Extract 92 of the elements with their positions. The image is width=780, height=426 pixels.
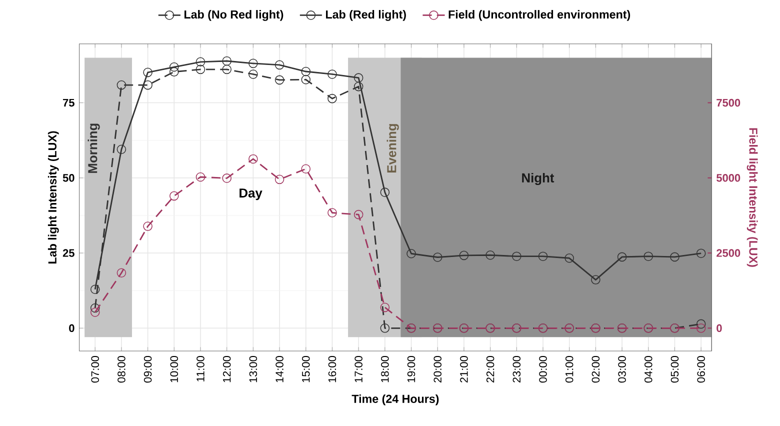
point [274, 60, 284, 70]
x-tick-label: 03:00 [618, 356, 626, 383]
point [169, 191, 179, 201]
point [432, 252, 442, 262]
x-tick-label: 01:00 [565, 356, 574, 383]
annotation: Day [240, 188, 262, 200]
point [406, 249, 416, 258]
point [116, 268, 126, 278]
x-tick-label: 14:00 [276, 356, 284, 382]
point [328, 94, 337, 104]
point [222, 64, 232, 74]
legend-label: Lab (Red light) [326, 10, 406, 21]
y-tick-label: 0 [69, 324, 74, 332]
x-tick-label: 19:00 [407, 356, 416, 382]
point [90, 308, 100, 317]
y2-tick-label: 5000 [716, 174, 740, 182]
point [670, 252, 680, 262]
point [696, 319, 706, 329]
y-tick-label: 50 [62, 174, 74, 182]
x-tick-label: 08:00 [118, 356, 126, 383]
point [116, 80, 126, 90]
x-tick-label: 18:00 [381, 356, 389, 382]
x-tick-label: 12:00 [222, 356, 231, 382]
band-label: Morning [88, 124, 100, 173]
point [354, 82, 364, 92]
x-tick-label: 13:00 [249, 356, 258, 382]
point [301, 75, 311, 84]
x-tick-label: 23:00 [512, 356, 521, 383]
point [328, 70, 337, 79]
band-label: Night [522, 173, 554, 186]
point [644, 252, 654, 262]
point [354, 73, 364, 83]
point [696, 324, 706, 333]
point [222, 56, 232, 66]
x-axis-title: Time (24 Hours) [352, 394, 439, 406]
y2-axis-title: Field light Intensity (LUX) [746, 128, 758, 267]
x-tick-label: 17:00 [354, 356, 362, 382]
point [143, 80, 152, 90]
y2-tick-label: 7500 [716, 98, 740, 107]
legend-label: Lab (No Red light) [184, 10, 284, 21]
x-tick-label: 22:00 [486, 356, 494, 383]
x-tick-label: 04:00 [644, 356, 652, 383]
point [222, 174, 232, 183]
point [248, 70, 258, 79]
point [380, 188, 390, 198]
legend-label: Field (Uncontrolled environment) [448, 10, 630, 21]
point [486, 250, 495, 260]
point [328, 208, 337, 218]
point [380, 302, 390, 312]
point [196, 57, 206, 67]
x-tick-label: 15:00 [302, 356, 310, 382]
point [90, 284, 100, 294]
point [591, 275, 600, 285]
point [617, 252, 627, 262]
x-tick-label: 09:00 [144, 356, 152, 383]
point [301, 66, 311, 76]
point [116, 144, 126, 154]
point [274, 75, 284, 85]
y-tick-label: 75 [63, 99, 74, 107]
point [143, 222, 152, 232]
x-tick-label: 06:00 [697, 356, 705, 383]
point [538, 252, 548, 262]
point [196, 64, 206, 74]
point [248, 58, 258, 68]
point [274, 174, 284, 184]
y-tick-label: 25 [62, 249, 74, 257]
y2-tick-label: 0 [716, 324, 722, 332]
x-tick-label: 02:00 [592, 356, 600, 383]
x-tick-label: 00:00 [539, 356, 547, 383]
y2-tick-label: 2500 [716, 249, 740, 257]
point [380, 324, 390, 333]
point [196, 172, 206, 182]
point [169, 67, 179, 77]
point [248, 154, 258, 164]
x-tick-label: 07:00 [91, 356, 99, 383]
point [696, 248, 706, 258]
point [354, 210, 364, 220]
x-tick-label: 11:00 [196, 356, 204, 382]
x-tick-label: 10:00 [170, 356, 178, 382]
x-tick-label: 20:00 [434, 356, 442, 383]
point [143, 68, 152, 78]
band-label: Evening [386, 124, 399, 173]
x-tick-label: 21:00 [460, 356, 468, 383]
point [512, 252, 522, 262]
point [301, 164, 311, 174]
point [90, 303, 100, 313]
y-axis-title: Lab light Intensity (LUX) [48, 131, 59, 264]
x-tick-label: 05:00 [670, 356, 679, 383]
x-tick-label: 16:00 [328, 356, 336, 382]
point [564, 254, 574, 263]
point [459, 250, 469, 260]
point [169, 62, 179, 72]
